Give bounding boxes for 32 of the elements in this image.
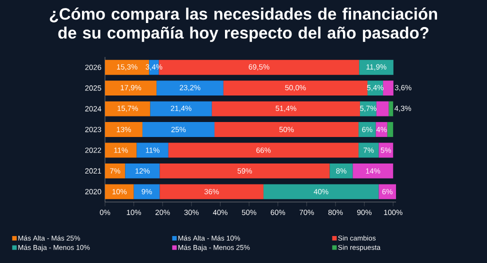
bar: [105, 142, 137, 158]
bar: [352, 163, 394, 178]
bar: [168, 142, 359, 158]
bar: [214, 122, 359, 137]
bar: [387, 122, 394, 137]
bar: [142, 122, 214, 137]
bar: [160, 184, 264, 200]
bar: [359, 60, 394, 75]
bar: [388, 101, 394, 116]
bar: [125, 163, 160, 178]
bar: [105, 122, 142, 137]
bar: [358, 122, 376, 137]
bar: [134, 184, 160, 200]
bar: [263, 184, 379, 200]
bar: [378, 142, 394, 158]
bar: [105, 184, 134, 200]
bar: [156, 80, 224, 96]
bar: [383, 80, 394, 96]
bar: [212, 101, 360, 116]
bar: [358, 142, 379, 158]
bar: [376, 122, 388, 137]
bar: [376, 101, 389, 116]
bar: [223, 80, 368, 96]
chart-title: ¿Cómo compara las necesidades de financiación de su compañía hoy respecto del año pasado?: [50, 8, 438, 42]
bar: [160, 163, 330, 178]
bar: [105, 80, 157, 96]
bar: [136, 142, 168, 158]
bar: [378, 184, 396, 200]
bar: [105, 101, 150, 116]
bar: [150, 101, 212, 116]
bar: [105, 163, 126, 178]
bar: [330, 163, 353, 178]
